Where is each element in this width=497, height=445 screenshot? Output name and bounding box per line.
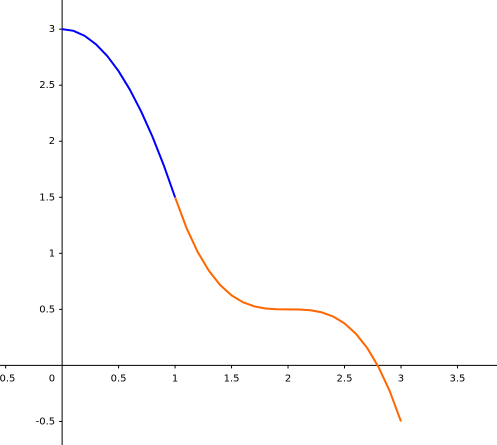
y-tick-label: 0.5 <box>39 304 55 315</box>
x-tick-label: 1.5 <box>224 373 240 384</box>
x-tick-label: 2 <box>285 373 291 384</box>
x-tick-label: -0.5 <box>0 373 15 384</box>
y-tick-label: 1.5 <box>39 192 55 203</box>
series-line <box>174 196 402 422</box>
y-tick-label: 3 <box>49 24 55 35</box>
y-tick-label: 1 <box>49 248 55 259</box>
y-tick-label: -0.5 <box>36 416 56 427</box>
series-line <box>61 28 177 198</box>
y-tick-label: 2.5 <box>39 80 55 91</box>
x-tick-label: 0 <box>49 373 55 384</box>
y-tick-label: 2 <box>49 136 55 147</box>
x-tick-label: 2.5 <box>337 373 353 384</box>
x-tick-label: 1 <box>172 373 178 384</box>
x-tick-label: 0.5 <box>111 373 127 384</box>
x-tick-label: 3.5 <box>450 373 466 384</box>
x-tick-label: 3 <box>398 373 404 384</box>
